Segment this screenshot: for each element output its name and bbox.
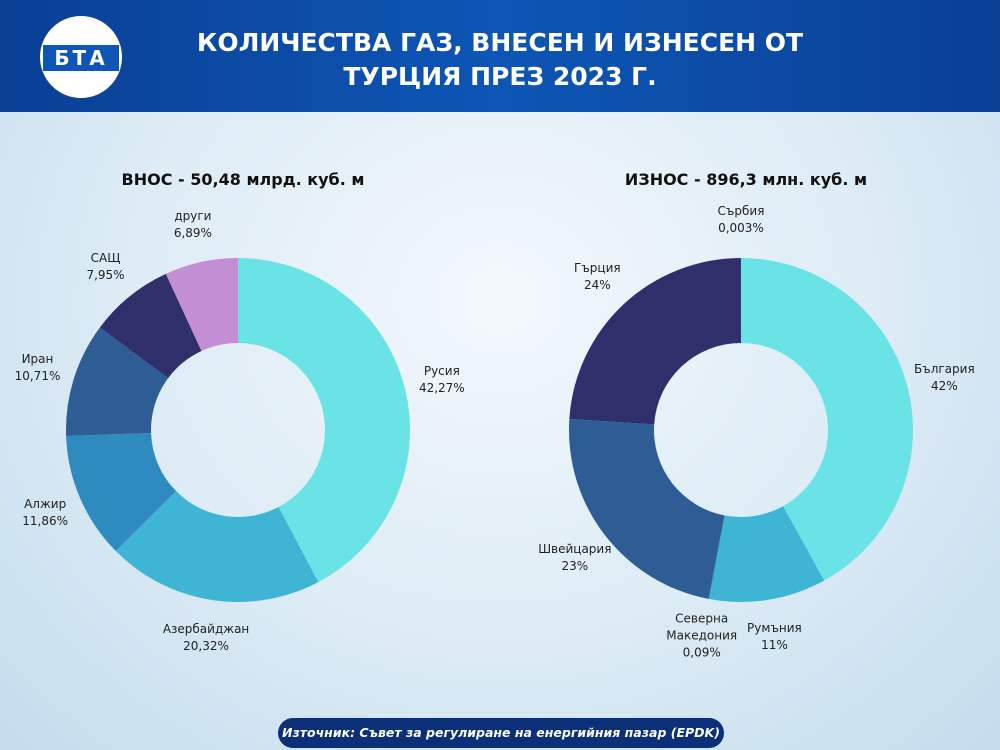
- category-label: Азербайджан: [162, 621, 250, 636]
- logo-text: БТА: [43, 45, 119, 71]
- category-label: Гърция: [574, 260, 621, 275]
- slice-label: Русия 42,27%: [392, 363, 492, 397]
- source: Източник: Съвет за регулиране на енергий…: [278, 718, 724, 748]
- value-label: 6,89%: [173, 225, 212, 240]
- header: БТА КОЛИЧЕСТВА ГАЗ, ВНЕСЕН И ИЗНЕСЕН ОТ …: [0, 0, 1000, 112]
- slice-label: Румъния 11%: [724, 620, 824, 654]
- donut-slice: [569, 258, 741, 425]
- category-label: Румъния: [747, 621, 802, 636]
- slice-label: Гърция 24%: [547, 260, 647, 294]
- value-label: 42,27%: [418, 380, 465, 395]
- title-line: ТУРЦИЯ ПРЕЗ 2023 Г.: [343, 62, 657, 91]
- value-label: 7,95%: [86, 268, 125, 283]
- category-label: Алжир: [24, 497, 67, 512]
- category-label: Швейцария: [538, 542, 612, 557]
- value-label: 20,32%: [183, 638, 229, 653]
- slice-label: България 42%: [894, 361, 994, 395]
- value-label: 10,71%: [14, 368, 61, 383]
- category-label: България: [913, 361, 975, 376]
- value-label: 23%: [561, 559, 589, 574]
- value-label: 0,003%: [718, 221, 764, 235]
- value-label: 24%: [583, 277, 611, 292]
- category-label: други: [174, 208, 212, 223]
- slice-label: Иран 10,71%: [0, 351, 87, 385]
- donut-slice: [66, 327, 169, 436]
- category-label: Северна Македония: [666, 611, 738, 643]
- donut-slice: [165, 258, 238, 352]
- category-label: Сърбия: [717, 204, 765, 218]
- category-label: САЩ: [90, 251, 121, 266]
- donut-slice: [99, 273, 202, 379]
- donut-slice: [741, 258, 913, 581]
- slice-label: други 6,89%: [143, 208, 243, 242]
- slice-label: САЩ 7,95%: [56, 250, 156, 284]
- slice-label: Азербайджан 20,32%: [156, 621, 256, 655]
- category-label: Русия: [423, 363, 460, 378]
- logo: БТА: [40, 16, 122, 98]
- donut-slice: [66, 433, 177, 551]
- slice-label: Швейцария 23%: [525, 541, 625, 575]
- slice-label: Алжир 11,86%: [0, 496, 95, 530]
- value-label: 0,09%: [682, 645, 721, 660]
- slice-label: Сърбия 0,003%: [691, 203, 791, 237]
- title-line: КОЛИЧЕСТВА ГАЗ, ВНЕСЕН И ИЗНЕСЕН ОТ: [196, 28, 804, 57]
- slice-label: Северна Македония 0,09%: [652, 611, 752, 662]
- donut-slice: [709, 506, 825, 602]
- category-label: Иран: [21, 351, 54, 366]
- donut-slice: [569, 418, 725, 599]
- chart-title: ИЗНОС - 896,3 млн. куб. м: [624, 170, 868, 189]
- chart-title: ВНОС - 50,48 млрд. куб. м: [121, 170, 365, 189]
- donut-slice: [238, 258, 410, 583]
- value-label: 11,86%: [22, 514, 69, 529]
- value-label: 11%: [761, 638, 788, 653]
- value-label: 42%: [930, 378, 958, 393]
- donut-slice: [115, 491, 319, 602]
- donut-slice: [708, 515, 725, 600]
